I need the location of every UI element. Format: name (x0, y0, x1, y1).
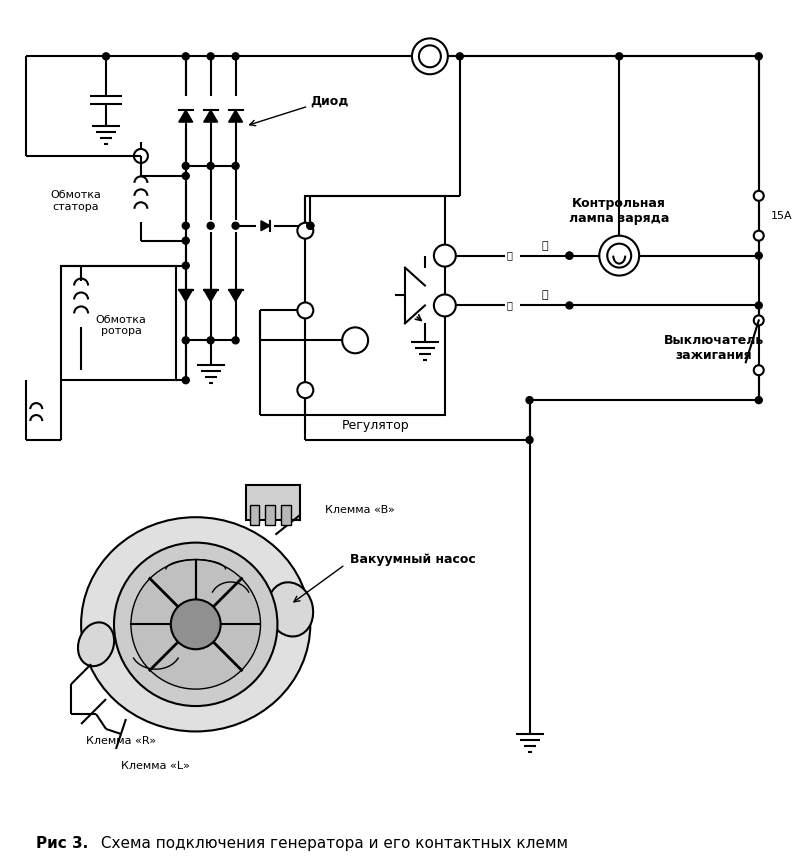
Polygon shape (204, 110, 218, 122)
Circle shape (607, 243, 631, 268)
Circle shape (754, 191, 764, 201)
Text: Рис 3.: Рис 3. (36, 836, 89, 851)
Text: L: L (442, 250, 448, 261)
Circle shape (298, 223, 314, 239)
Polygon shape (204, 289, 218, 301)
Circle shape (182, 223, 190, 229)
Circle shape (182, 262, 190, 269)
Bar (250, 505, 259, 525)
Text: Вакуумный насос: Вакуумный насос (350, 553, 476, 566)
Circle shape (131, 559, 261, 689)
Text: B: B (426, 51, 434, 61)
Circle shape (456, 53, 463, 60)
Circle shape (566, 252, 573, 259)
Circle shape (342, 327, 368, 353)
Circle shape (755, 302, 762, 309)
Text: Контрольная
лампа заряда: Контрольная лампа заряда (569, 197, 670, 225)
Circle shape (526, 436, 533, 443)
Circle shape (182, 163, 190, 170)
Text: Ⓡ: Ⓡ (506, 301, 513, 310)
Circle shape (754, 230, 764, 241)
Circle shape (755, 252, 762, 259)
Text: R: R (441, 301, 449, 310)
Circle shape (170, 599, 221, 650)
Circle shape (307, 223, 314, 229)
Circle shape (526, 397, 533, 404)
Circle shape (616, 53, 622, 60)
Circle shape (207, 223, 214, 229)
Circle shape (298, 382, 314, 398)
Bar (306, 196, 445, 415)
Circle shape (182, 172, 190, 179)
Polygon shape (178, 110, 193, 122)
Circle shape (114, 543, 278, 706)
Circle shape (207, 53, 214, 60)
Text: Ⓛ: Ⓛ (541, 241, 548, 250)
Text: E: E (352, 335, 358, 346)
Circle shape (755, 53, 762, 60)
Text: Клемма «R»: Клемма «R» (86, 736, 156, 746)
Text: Выключатель
зажигания: Выключатель зажигания (664, 334, 764, 362)
Circle shape (599, 236, 639, 275)
Circle shape (566, 252, 573, 259)
Polygon shape (229, 110, 242, 122)
Bar (266, 505, 275, 525)
Circle shape (232, 53, 239, 60)
Circle shape (232, 223, 239, 229)
Circle shape (232, 337, 239, 344)
Text: Ⓡ: Ⓡ (541, 290, 548, 301)
Bar (246, 485, 300, 520)
Circle shape (182, 377, 190, 384)
Circle shape (434, 294, 456, 316)
Circle shape (207, 337, 214, 344)
Circle shape (419, 45, 441, 68)
Circle shape (102, 53, 110, 60)
Circle shape (755, 397, 762, 404)
Circle shape (754, 365, 764, 375)
Circle shape (298, 302, 314, 319)
Circle shape (182, 337, 190, 344)
Text: Клемма «B»: Клемма «B» (326, 505, 395, 514)
Text: Ⓛ: Ⓛ (506, 250, 513, 261)
Circle shape (207, 163, 214, 170)
Circle shape (434, 245, 456, 267)
Circle shape (412, 38, 448, 74)
Text: Схема подключения генератора и его контактных клемм: Схема подключения генератора и его конта… (96, 836, 568, 851)
Text: Клемма «L»: Клемма «L» (121, 761, 190, 771)
Ellipse shape (81, 517, 310, 732)
Polygon shape (261, 221, 270, 230)
Bar (61, 266, 176, 380)
Polygon shape (229, 289, 242, 301)
Ellipse shape (267, 582, 313, 637)
Circle shape (182, 237, 190, 244)
Circle shape (307, 223, 314, 229)
Circle shape (754, 315, 764, 326)
Ellipse shape (78, 623, 114, 666)
Circle shape (182, 53, 190, 60)
Circle shape (566, 302, 573, 309)
Bar (282, 505, 291, 525)
Text: Обмотка
статора: Обмотка статора (50, 190, 102, 211)
Polygon shape (178, 289, 193, 301)
Text: Регулятор: Регулятор (342, 418, 409, 431)
Text: 15А: 15А (770, 210, 792, 221)
Text: Обмотка
ротора: Обмотка ротора (95, 314, 146, 336)
Text: Диод: Диод (310, 94, 349, 107)
Circle shape (232, 163, 239, 170)
